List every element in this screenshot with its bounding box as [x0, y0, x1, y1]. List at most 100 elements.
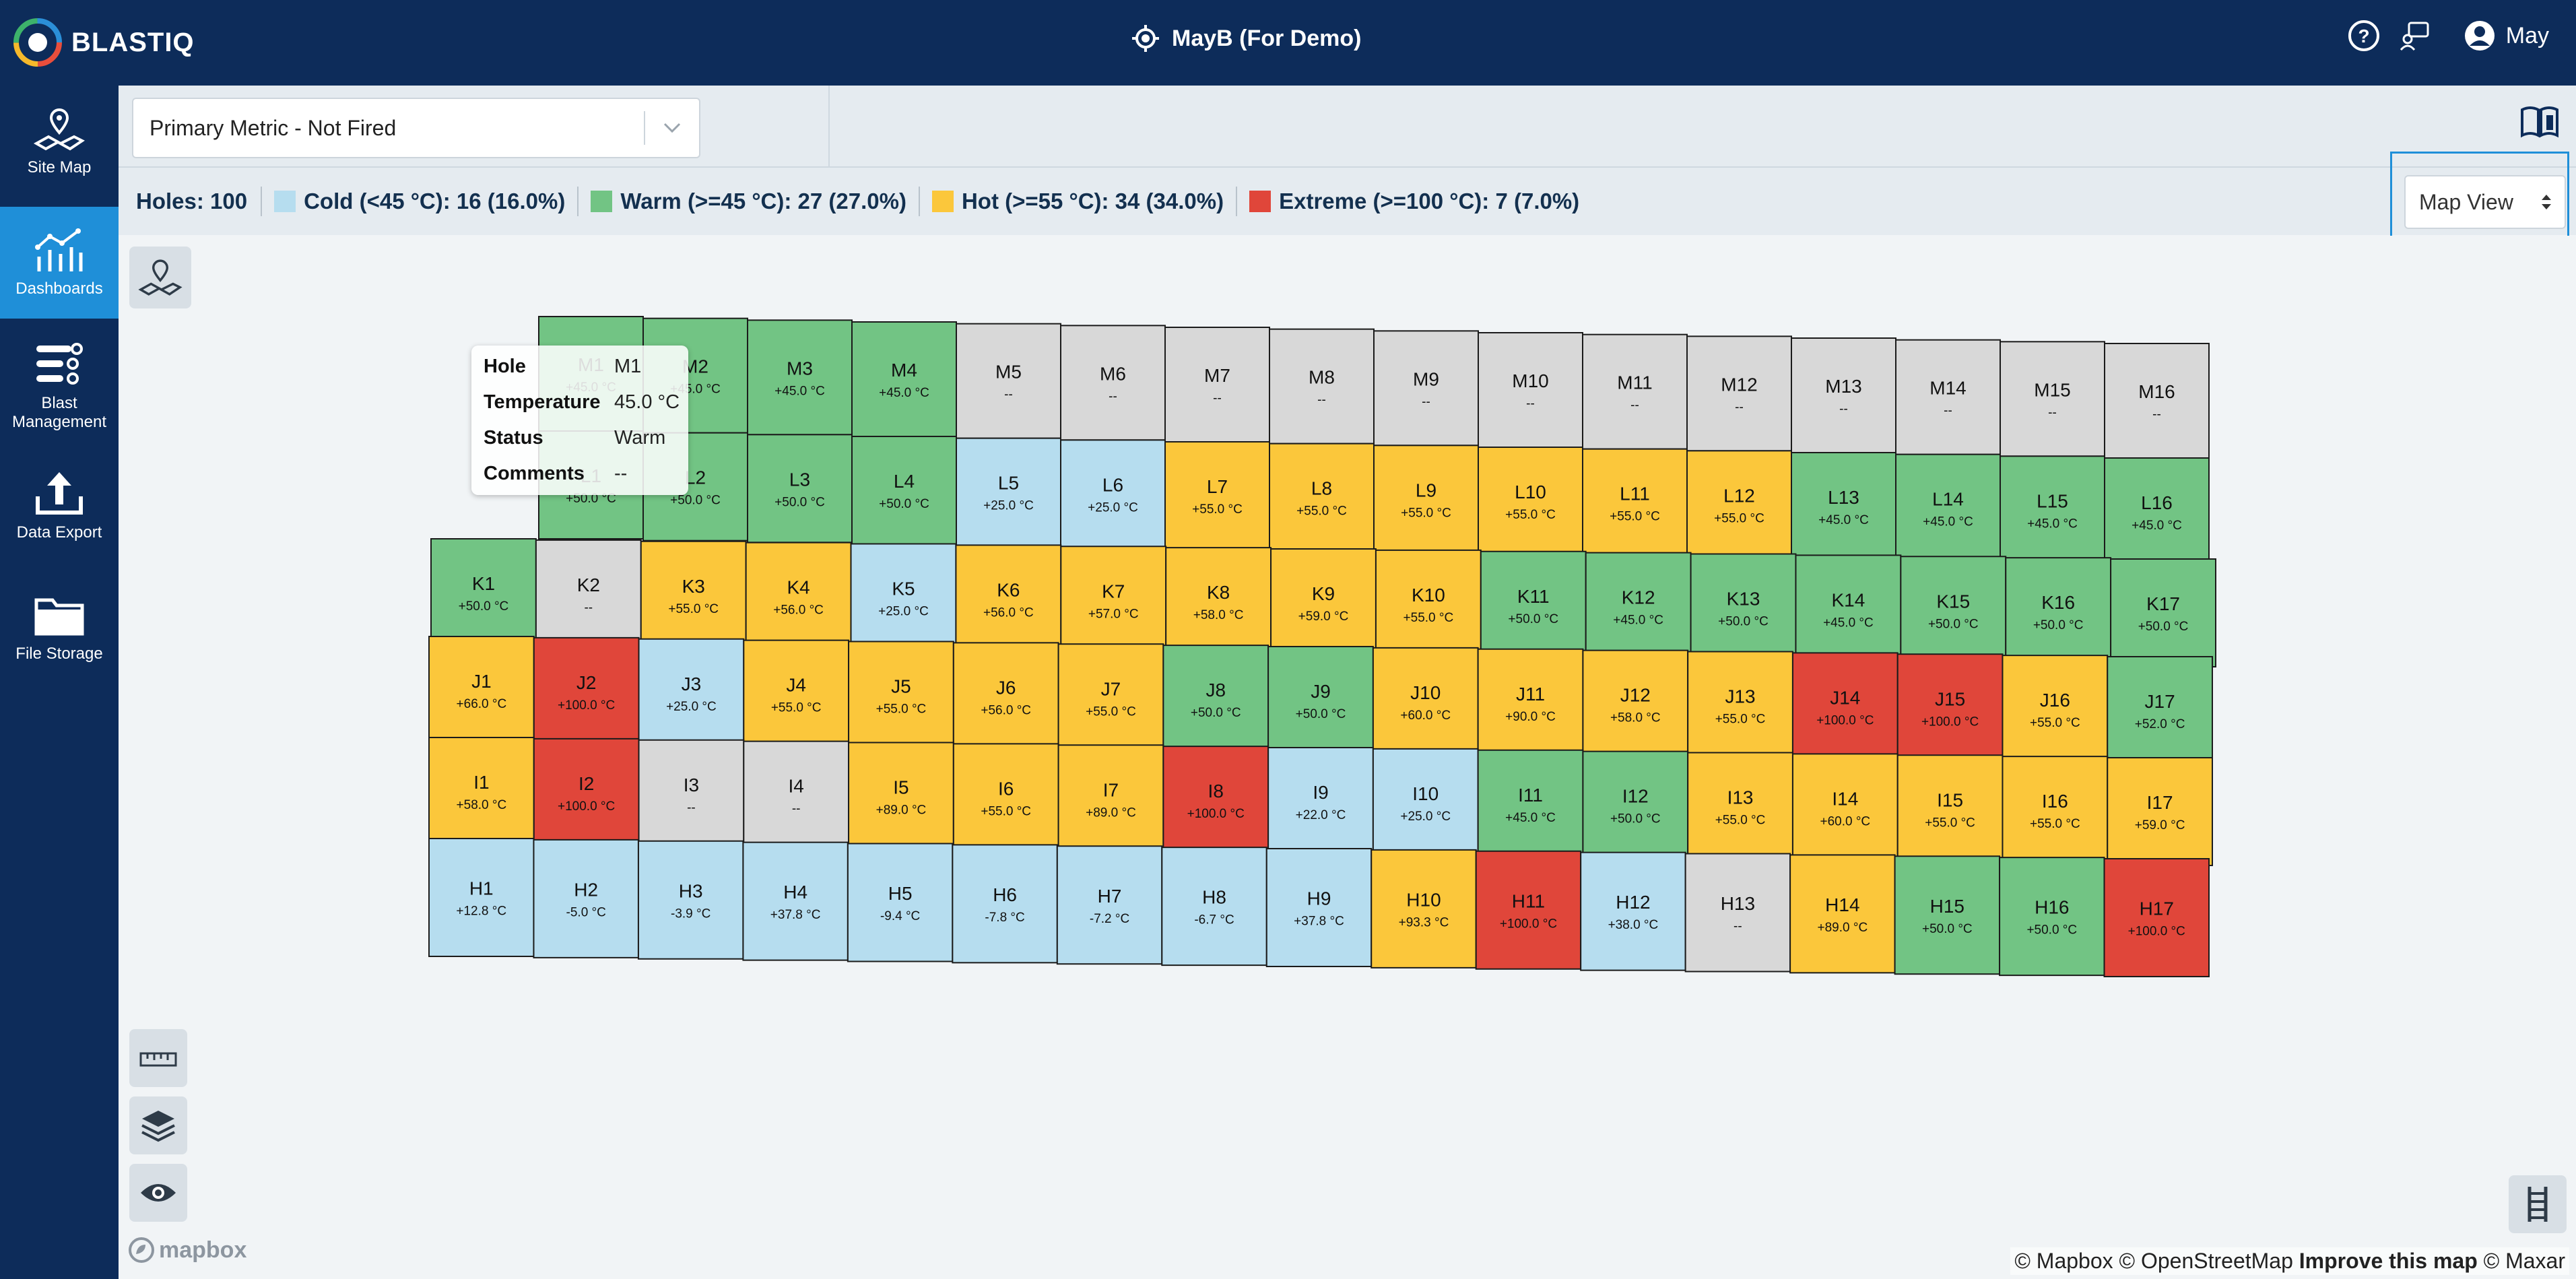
hole-cell-k16[interactable]: [2005, 557, 2112, 667]
hole-cell-k12[interactable]: [1585, 552, 1692, 661]
hole-cell-l10[interactable]: [1478, 447, 1583, 556]
hole-cell-i4[interactable]: [743, 740, 850, 850]
hole-cell-j6[interactable]: [952, 642, 1059, 752]
feedback-icon[interactable]: [2398, 19, 2432, 53]
hole-cell-i12[interactable]: [1582, 750, 1689, 860]
chevron-down-icon[interactable]: [645, 121, 699, 135]
hole-cell-m11[interactable]: [1582, 333, 1688, 450]
metric-select[interactable]: Primary Metric - Not Fired: [132, 98, 700, 158]
hole-cell-k15[interactable]: [1900, 556, 2007, 665]
layers-button[interactable]: [129, 1096, 187, 1154]
hole-cell-i17[interactable]: [2107, 757, 2214, 866]
hole-cell-j9[interactable]: [1267, 646, 1374, 755]
hole-cell-k3[interactable]: [640, 540, 747, 650]
hole-cell-j4[interactable]: [743, 639, 850, 749]
hole-cell-h17[interactable]: [2103, 858, 2210, 977]
hole-cell-h11[interactable]: [1475, 850, 1582, 970]
hole-cell-k9[interactable]: [1270, 548, 1377, 657]
hole-cell-l11[interactable]: [1582, 448, 1688, 558]
hole-cell-l9[interactable]: [1373, 445, 1479, 554]
hole-cell-k7[interactable]: [1060, 546, 1167, 655]
hole-cell-h16[interactable]: [1999, 857, 2105, 977]
hole-cell-h4[interactable]: [742, 841, 849, 961]
sidebar-item-site-map[interactable]: Site Map: [0, 106, 119, 187]
hole-cell-h2[interactable]: [533, 839, 639, 958]
hole-cell-m7[interactable]: [1164, 327, 1270, 442]
improve-map-link[interactable]: Improve this map: [2299, 1249, 2478, 1273]
hole-cell-m8[interactable]: [1269, 328, 1375, 445]
help-icon[interactable]: ?: [2347, 19, 2381, 53]
hole-cell-j13[interactable]: [1687, 651, 1793, 760]
hole-cell-m15[interactable]: [2000, 341, 2105, 457]
hole-cell-m12[interactable]: [1686, 335, 1792, 452]
sidebar-item-blast-management[interactable]: Blast Management: [0, 341, 119, 442]
hole-cell-h6[interactable]: [952, 844, 1058, 964]
map-style-button[interactable]: [129, 247, 191, 308]
sidebar-item-dashboards[interactable]: Dashboards: [0, 207, 119, 319]
book-info-icon[interactable]: [2519, 104, 2560, 141]
hole-cell-m9[interactable]: [1373, 330, 1479, 447]
hole-cell-l15[interactable]: [2000, 455, 2105, 565]
hole-cell-i3[interactable]: [638, 739, 745, 849]
hole-cell-i15[interactable]: [1896, 754, 2004, 864]
hole-cell-i11[interactable]: [1477, 749, 1584, 859]
hole-cell-h15[interactable]: [1894, 855, 2001, 975]
hole-cell-k6[interactable]: [955, 544, 1062, 654]
hole-id-label: H3: [679, 880, 703, 901]
hole-cell-k11[interactable]: [1480, 550, 1587, 660]
hole-cell-l4[interactable]: [851, 436, 957, 545]
view-select[interactable]: Map View: [2404, 175, 2566, 229]
hole-cell-j16[interactable]: [2002, 655, 2109, 764]
hole-cell-h12[interactable]: [1580, 851, 1686, 971]
hole-cell-k10[interactable]: [1375, 549, 1482, 659]
hole-cell-j11[interactable]: [1477, 648, 1584, 758]
mapbox-logo[interactable]: mapbox: [128, 1237, 246, 1264]
hole-cell-m10[interactable]: [1478, 332, 1583, 448]
hole-cell-l13[interactable]: [1791, 452, 1896, 561]
site-selector[interactable]: MayB (For Demo): [1131, 24, 1361, 53]
hole-cell-i9[interactable]: [1267, 747, 1374, 856]
ladder-button[interactable]: [2509, 1175, 2567, 1233]
hole-cell-h13[interactable]: [1684, 853, 1791, 973]
hole-cell-k2[interactable]: [535, 539, 642, 649]
hole-cell-h1[interactable]: [428, 838, 535, 957]
hole-id-label: J7: [1101, 678, 1121, 699]
sidebar-item-file-storage[interactable]: File Storage: [0, 591, 119, 678]
hole-cell-h5[interactable]: [847, 843, 954, 962]
hole-cell-j14[interactable]: [1791, 652, 1898, 762]
hole-cell-j3[interactable]: [638, 638, 745, 748]
hole-cell-i10[interactable]: [1372, 748, 1479, 857]
hole-cell-j7[interactable]: [1057, 643, 1164, 753]
hole-cell-i5[interactable]: [848, 742, 954, 851]
hole-cell-j2[interactable]: [533, 636, 640, 746]
hole-cell-i8[interactable]: [1162, 746, 1269, 855]
brand-logo[interactable]: BLASTIQ: [12, 13, 195, 71]
hole-cell-m3[interactable]: [747, 319, 853, 436]
hole-cell-j12[interactable]: [1582, 649, 1689, 759]
hole-cell-m13[interactable]: [1791, 337, 1896, 453]
hole-cell-j17[interactable]: [2107, 656, 2214, 765]
hole-cell-m4[interactable]: [851, 321, 957, 437]
hole-cell-l16[interactable]: [2104, 457, 2210, 566]
sidebar-item-data-export[interactable]: Data Export: [0, 469, 119, 557]
hole-cell-l6[interactable]: [1060, 439, 1166, 549]
measure-button[interactable]: [129, 1029, 187, 1087]
hole-cell-l5[interactable]: [956, 437, 1061, 547]
hole-cell-j5[interactable]: [848, 641, 954, 750]
hole-cell-h3[interactable]: [637, 840, 744, 960]
hole-cell-l8[interactable]: [1269, 442, 1375, 552]
hole-cell-m16[interactable]: [2104, 343, 2210, 459]
visibility-button[interactable]: [129, 1164, 187, 1222]
hole-cell-i16[interactable]: [2002, 756, 2109, 865]
hole-cell-k17[interactable]: [2110, 558, 2217, 667]
hole-temp-label: +50.0 °C: [670, 494, 721, 508]
hole-cell-i7[interactable]: [1057, 744, 1164, 854]
user-menu[interactable]: May: [2464, 20, 2549, 51]
hole-temp-label: +50.0 °C: [2026, 923, 2077, 938]
hole-cell-m5[interactable]: [956, 323, 1061, 439]
hole-cell-h14[interactable]: [1789, 854, 1896, 974]
hole-cell-k8[interactable]: [1165, 547, 1272, 657]
hole-cell-l14[interactable]: [1895, 453, 2001, 563]
hole-cell-h7[interactable]: [1056, 845, 1163, 965]
